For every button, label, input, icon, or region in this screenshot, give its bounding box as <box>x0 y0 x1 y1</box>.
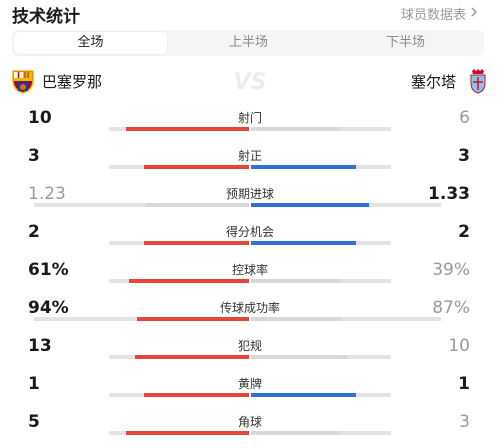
home-stat-value: 5 <box>28 412 40 432</box>
home-stat-value: 1 <box>28 374 40 394</box>
home-bar-track <box>34 317 249 321</box>
home-bar-fill <box>126 431 249 435</box>
home-bar-fill <box>129 279 249 283</box>
period-tabs: 全场 上半场 下半场 <box>12 30 484 56</box>
stat-row: 2 得分机会 2 <box>0 222 500 258</box>
home-bar-track <box>109 279 249 283</box>
home-stat-value: 94% <box>28 298 69 318</box>
home-bar-fill <box>146 203 249 207</box>
away-bar-fill <box>251 279 341 283</box>
away-bar-fill <box>251 241 356 245</box>
away-bar-fill <box>251 393 356 397</box>
stat-row: 3 射正 3 <box>0 146 500 182</box>
svg-text:VS: VS <box>234 70 267 95</box>
home-bar-fill <box>144 393 249 397</box>
away-stat-value: 87% <box>432 298 470 318</box>
stat-row: 1 黄牌 1 <box>0 374 500 410</box>
home-bar-track <box>109 241 249 245</box>
home-bar-fill <box>135 355 249 359</box>
away-stat-value: 3 <box>458 146 470 166</box>
teams-row: 巴塞罗那 VS 塞尔塔 <box>0 64 500 98</box>
stat-row: 61% 控球率 39% <box>0 260 500 296</box>
page-title: 技术统计 <box>12 7 80 27</box>
home-bar-track <box>109 127 249 131</box>
stat-label: 射门 <box>237 111 262 125</box>
tab-full-match[interactable]: 全场 <box>14 32 167 54</box>
away-stat-value: 6 <box>459 108 470 128</box>
away-bar-track <box>251 279 391 283</box>
away-bar-track <box>251 393 391 397</box>
away-bar-track <box>251 317 441 321</box>
tab-first-half[interactable]: 上半场 <box>228 35 268 50</box>
away-stat-value: 3 <box>459 412 470 432</box>
home-stat-value: 13 <box>28 336 52 356</box>
away-bar-track <box>251 431 391 435</box>
stat-label: 射正 <box>237 149 262 163</box>
away-bar-fill <box>251 431 339 435</box>
stat-row: 5 角球 3 <box>0 412 500 448</box>
home-bar-track <box>34 203 249 207</box>
stat-label: 得分机会 <box>225 225 274 239</box>
stat-row: 10 射门 6 <box>0 108 500 144</box>
away-bar-track <box>251 165 391 169</box>
home-bar-track <box>109 165 249 169</box>
home-bar-track <box>109 393 249 397</box>
away-stat-value: 1.33 <box>428 184 470 204</box>
away-bar-fill <box>251 317 342 321</box>
chevron-right-icon[interactable] <box>468 6 480 18</box>
tab-second-half[interactable]: 下半场 <box>385 35 425 50</box>
stat-label: 角球 <box>237 415 262 429</box>
vs-mark: VS <box>234 70 267 95</box>
home-stat-value: 10 <box>28 108 52 128</box>
home-bar-fill <box>137 317 249 321</box>
stat-label: 黄牌 <box>237 377 262 391</box>
home-team-crest-icon <box>12 70 34 94</box>
stat-label: 犯规 <box>237 339 262 353</box>
away-team-crest-icon <box>470 69 486 94</box>
stat-label: 传球成功率 <box>219 301 280 315</box>
away-bar-fill <box>251 165 356 169</box>
away-stat-value: 2 <box>458 222 470 242</box>
away-bar-fill <box>251 355 347 359</box>
home-bar-track <box>109 431 249 435</box>
player-stats-link[interactable]: 球员数据表 <box>400 8 466 23</box>
home-bar-track <box>109 355 249 359</box>
home-bar-fill <box>144 165 249 169</box>
away-bar-track <box>251 203 441 207</box>
away-stat-value: 39% <box>432 260 470 280</box>
away-team-name: 塞尔塔 <box>410 73 456 91</box>
stat-label: 控球率 <box>231 263 268 277</box>
home-stat-value: 2 <box>28 222 40 242</box>
home-bar-fill <box>144 241 249 245</box>
away-bar-track <box>251 127 391 131</box>
away-stat-value: 1 <box>458 374 470 394</box>
home-stat-value: 61% <box>28 260 69 280</box>
away-stat-value: 10 <box>448 336 470 356</box>
home-stat-value: 1.23 <box>28 184 66 204</box>
stat-row: 94% 传球成功率 87% <box>0 298 500 334</box>
stat-row: 1.23 预期进球 1.33 <box>0 184 500 220</box>
home-stat-value: 3 <box>28 146 40 166</box>
away-bar-fill <box>251 203 369 207</box>
stat-row: 13 犯规 10 <box>0 336 500 372</box>
home-bar-fill <box>126 127 249 131</box>
away-bar-fill <box>251 127 339 131</box>
stats-header: 技术统计 球员数据表 <box>0 0 500 27</box>
home-team-name: 巴塞罗那 <box>42 73 103 91</box>
away-bar-track <box>251 355 391 359</box>
away-bar-track <box>251 241 391 245</box>
stat-label: 预期进球 <box>225 187 274 201</box>
